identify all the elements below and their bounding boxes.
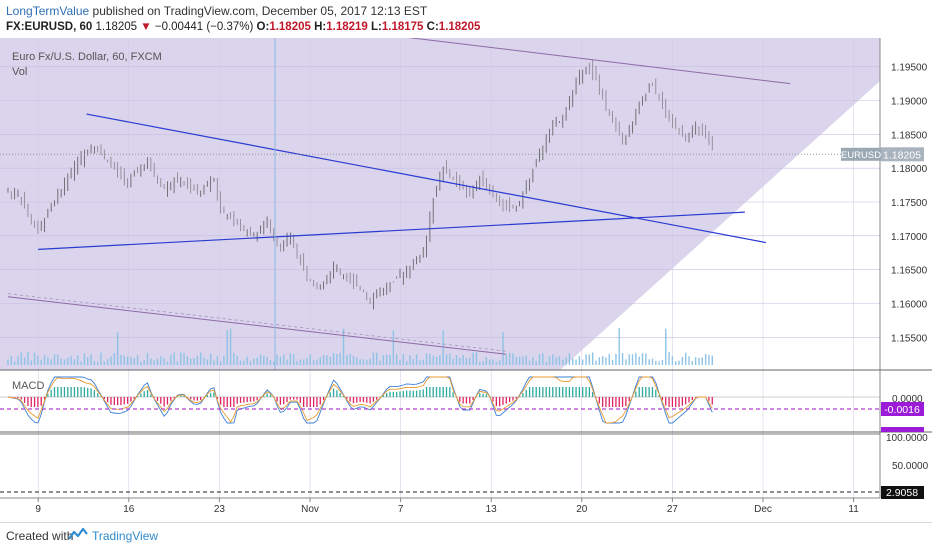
symbol-tag [841,147,881,161]
trendline [86,113,767,244]
symbol-label: FX:EURUSD, 60 [6,21,93,33]
osc-tick-50: 50.0000 [892,461,929,472]
trendline [7,296,507,355]
channel-fill [0,38,880,370]
price-tick-label: 1.19000 [891,97,928,108]
time-tick-label: 20 [576,504,588,515]
macd-signal-line [7,376,713,424]
instrument-legend: Euro Fx/U.S. Dollar, 60, FXCM [12,51,162,63]
price-tick-label: 1.16500 [891,266,928,277]
macd-tag-stub [881,427,924,432]
current-price-tag [881,147,924,162]
price-series [7,59,713,310]
time-tick-label: 23 [214,504,226,515]
vol-legend: Vol [12,66,27,78]
down-arrow-icon: ▼ [140,21,152,33]
symbol-tag-text: EURUSD [841,150,881,161]
published-text: published on TradingView.com, December 0… [92,4,428,18]
time-axis[interactable]: 91623Nov7132027Dec1118 [35,498,932,515]
publish-line: LongTermValue published on TradingView.c… [6,4,427,18]
price-tick-label: 1.16000 [891,299,928,310]
macd-legend: MACD [12,380,44,392]
quote-line: FX:EURUSD, 60 1.18205 ▼ −0.00441 (−0.37%… [6,21,480,33]
low-label: L: [371,21,382,33]
author-link[interactable]: LongTermValue [6,4,90,18]
trendline [38,211,745,250]
time-tick-label: 16 [123,504,135,515]
change-value: −0.00441 (−0.37%) [154,21,254,33]
last-price: 1.18205 [95,21,138,33]
macd-series [0,376,880,424]
current-price-tag-text: 1.18205 [883,149,921,161]
macd-current-tag-text: -0.0016 [884,404,920,416]
osc-tick-100: 100.0000 [886,433,928,444]
price-tick-label: 1.18000 [891,164,928,175]
created-with-text: Created with [6,529,74,543]
high-value: 1.18219 [326,21,368,33]
time-tick-label: 13 [486,504,498,515]
macd-current-tag [881,402,924,416]
price-tick-label: 1.18500 [891,130,928,141]
time-tick-label: 27 [667,504,679,515]
chart-svg[interactable]: Euro Fx/U.S. Dollar, 60, FXCM Vol 1.1950… [0,35,932,518]
time-tick-label: Nov [301,504,319,515]
time-tick-label: Dec [754,504,772,515]
tradingview-logo-icon[interactable] [68,527,88,543]
time-tick-label: 9 [35,504,41,515]
close-value: 1.18205 [438,21,481,33]
price-tick-label: 1.15500 [891,333,928,344]
trendlines[interactable] [7,35,791,355]
price-axis-ticks[interactable]: 1.19500 1.19000 1.18500 1.18000 1.17500 1.170… [891,63,928,345]
macd-zero-tick: 0.0000 [892,394,923,405]
open-value: 1.18205 [269,21,311,33]
price-tick-label: 1.17000 [891,232,928,243]
time-tick-label: 7 [398,504,404,515]
chart-area[interactable]: Euro Fx/U.S. Dollar, 60, FXCM Vol 1.1950… [0,35,932,518]
tradingview-brand-link[interactable]: TradingView [92,529,159,543]
low-value: 1.18175 [381,21,424,33]
close-label: C: [426,21,439,33]
trendline [397,35,791,85]
high-label: H: [314,21,327,33]
time-tick-label: 11 [848,504,859,515]
footer: Created with TradingView [0,522,932,551]
volume-bars [7,328,713,365]
price-tick-label: 1.17500 [891,198,928,209]
osc-current-tag [881,486,924,499]
price-tick-label: 1.19500 [891,63,928,74]
chart-header: LongTermValue published on TradingView.c… [0,0,932,38]
open-label: O: [256,21,270,33]
osc-current-tag-text: 2.9058 [886,487,918,499]
